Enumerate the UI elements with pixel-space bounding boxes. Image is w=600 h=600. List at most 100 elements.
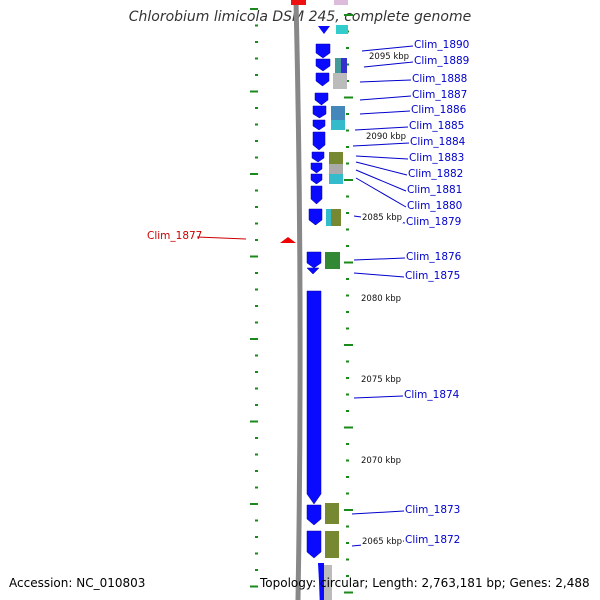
genome-title: Chlorobium limicola DSM 245, complete ge…	[128, 9, 472, 25]
gene-label-clim-1874[interactable]: Clim_1874	[404, 389, 460, 401]
gc-tick	[255, 536, 258, 538]
scale-label: 2070 kbp	[360, 456, 403, 466]
gc-tick	[346, 162, 349, 165]
gene-clim-1881	[310, 173, 323, 185]
connector-line	[351, 510, 405, 515]
gc-tick	[255, 239, 258, 241]
gene-label-clim-1889[interactable]: Clim_1889	[414, 55, 470, 67]
connector-line	[355, 155, 409, 160]
gene-clim-1880	[310, 185, 323, 205]
gc-tick	[346, 525, 349, 528]
gc-tick	[255, 24, 258, 27]
gc-tick	[344, 344, 353, 346]
cog-block	[331, 120, 345, 130]
connector-line	[196, 236, 247, 240]
gc-tick	[344, 261, 353, 264]
gc-tick	[255, 552, 258, 555]
cog-block	[335, 58, 341, 74]
gc-tick	[344, 96, 353, 99]
gc-tick	[346, 327, 349, 330]
connector-line	[359, 79, 412, 83]
gc-tick	[255, 371, 258, 373]
gene-label-clim-1887[interactable]: Clim_1887	[412, 89, 468, 101]
gc-tick	[255, 387, 258, 390]
gene-label-clim-1877[interactable]: Clim_1877	[147, 230, 203, 242]
scale-label: 2065 kbp	[361, 537, 404, 547]
gene-label-clim-1890[interactable]: Clim_1890	[414, 39, 470, 51]
gene-clim-1876	[306, 251, 322, 269]
gene-label-clim-1873[interactable]: Clim_1873	[405, 504, 461, 516]
cog-block	[341, 58, 347, 74]
gc-tick	[255, 222, 258, 225]
gc-tick	[346, 245, 349, 247]
gc-tick	[250, 420, 258, 423]
gc-tick	[346, 80, 349, 82]
gc-tick	[346, 492, 349, 495]
gene-label-clim-1883[interactable]: Clim_1883	[409, 152, 465, 164]
connector-line	[359, 95, 412, 101]
gene-clim-1872	[306, 530, 322, 559]
gc-tick	[255, 305, 258, 307]
gene-clim-1889	[315, 58, 331, 72]
gc-tick	[250, 255, 258, 258]
gc-tick	[346, 228, 349, 231]
gc-tick	[346, 459, 349, 462]
gc-tick	[346, 146, 349, 148]
cog-block	[329, 174, 343, 184]
gc-tick	[255, 519, 258, 522]
gc-tick	[255, 354, 258, 357]
gene-clim-1879	[308, 208, 323, 226]
gc-tick	[344, 14, 353, 16]
gene-label-clim-1879[interactable]: Clim_1879	[406, 216, 462, 228]
gene-label-clim-1875[interactable]: Clim_1875	[405, 270, 461, 282]
gc-tick	[346, 558, 349, 561]
cog-block	[325, 252, 340, 269]
gene-track	[280, 26, 331, 600]
gc-tick	[255, 437, 258, 439]
gc-tick	[346, 393, 349, 396]
gc-tick	[346, 377, 349, 379]
gc-tick	[255, 123, 258, 126]
gc-tick	[346, 476, 349, 478]
cog-block	[329, 164, 343, 174]
gc-tick	[346, 575, 349, 577]
gc-tick	[255, 189, 258, 192]
cog-block	[331, 106, 345, 120]
cog-block	[333, 73, 347, 89]
scale-label: 2085 kbp	[361, 213, 404, 223]
gc-tick	[346, 278, 349, 280]
gc-tick	[346, 195, 349, 198]
gc-tick	[346, 360, 349, 363]
gc-tick	[344, 179, 353, 181]
gene-clim-1888	[315, 72, 330, 87]
gene-clim-1877	[280, 237, 296, 243]
gc-tick	[255, 272, 258, 274]
gene-label-clim-1884[interactable]: Clim_1884	[410, 136, 466, 148]
cog-block	[325, 503, 339, 524]
cog-block	[329, 152, 343, 164]
gc-tick	[346, 63, 349, 66]
gene-label-clim-1881[interactable]: Clim_1881	[407, 184, 463, 196]
gc-tick	[344, 509, 353, 511]
gene-label-clim-1882[interactable]: Clim_1882	[408, 168, 464, 180]
gc-tick	[255, 569, 258, 571]
gc-tick	[250, 8, 258, 10]
gc-tick	[250, 503, 258, 505]
gc-tick	[346, 542, 349, 544]
gc-tick	[250, 338, 258, 340]
cog-block	[331, 209, 341, 226]
connector-line	[353, 272, 405, 278]
gene-label-clim-1886[interactable]: Clim_1886	[411, 104, 467, 116]
gc-tick	[344, 426, 353, 429]
gene-label-clim-1888[interactable]: Clim_1888	[412, 73, 468, 85]
gc-tick	[344, 591, 353, 594]
gene-clim-1885	[312, 119, 326, 131]
gene-label-clim-1872[interactable]: Clim_1872	[405, 534, 461, 546]
accession-number: Accession: NC_010803	[9, 576, 146, 590]
gene-label-clim-1885[interactable]: Clim_1885	[409, 120, 465, 132]
cog-block	[326, 209, 331, 226]
gc-tick	[255, 156, 258, 159]
gc-tick	[346, 113, 349, 115]
gene-label-clim-1876[interactable]: Clim_1876	[406, 251, 462, 263]
gene-label-clim-1880[interactable]: Clim_1880	[407, 200, 463, 212]
